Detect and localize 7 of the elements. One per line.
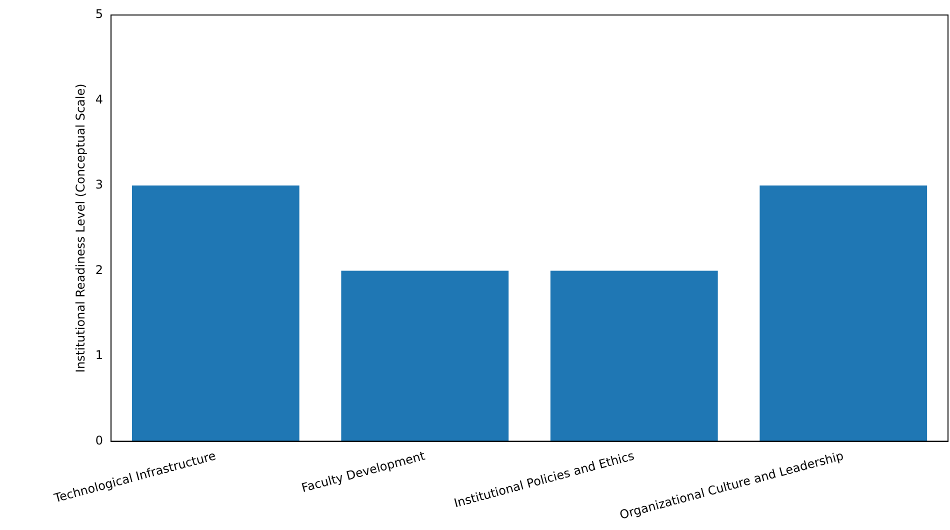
y-tick-label: 5 bbox=[95, 7, 104, 22]
y-axis-title: Institutional Readiness Level (Conceptual Scale) bbox=[73, 84, 88, 373]
y-tick-label: 1 bbox=[95, 348, 104, 362]
y-tick-label: 4 bbox=[95, 92, 104, 106]
y-tick-label: 3 bbox=[95, 178, 104, 192]
y-tick-label: 2 bbox=[95, 262, 104, 277]
y-tick-label: 0 bbox=[95, 433, 104, 448]
